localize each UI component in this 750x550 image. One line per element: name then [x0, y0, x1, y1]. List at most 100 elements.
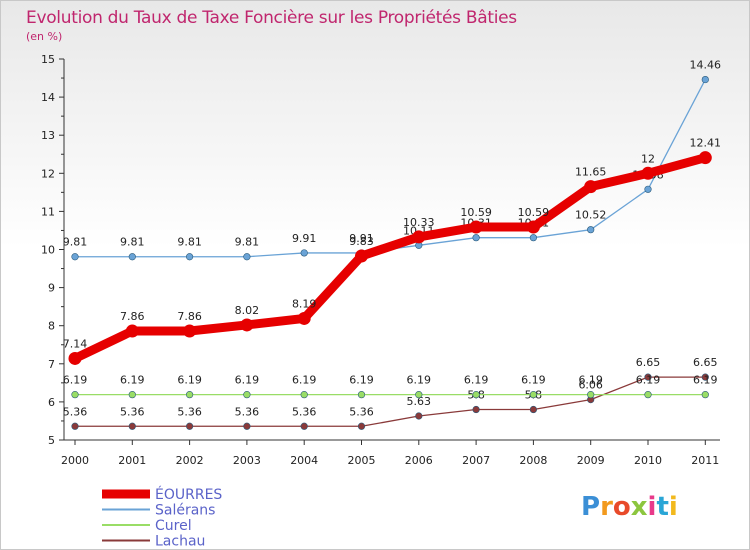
y-tick-label: 13	[41, 129, 55, 142]
data-label: 9.91	[292, 232, 317, 245]
data-point	[300, 422, 308, 430]
data-point	[469, 220, 483, 234]
chart-title: Evolution du Taux de Taxe Foncière sur l…	[26, 8, 517, 28]
y-tick-label: 14	[41, 91, 55, 104]
data-label: 6.19	[407, 374, 432, 387]
data-label: 8.02	[235, 304, 260, 317]
series-line	[70, 153, 710, 363]
data-label: 5.36	[177, 405, 202, 418]
series-line	[74, 78, 706, 258]
data-point	[186, 422, 194, 430]
x-tick-label: 2000	[61, 454, 89, 467]
data-label: 14.46	[690, 59, 722, 72]
data-point	[357, 391, 366, 399]
data-point	[186, 253, 194, 261]
data-label: 5.36	[120, 405, 145, 418]
data-label: 6.19	[177, 374, 202, 387]
legend-item: Curel	[102, 518, 192, 534]
data-label: 9.83	[349, 235, 374, 248]
data-point	[529, 391, 538, 399]
data-point	[641, 166, 655, 180]
data-label: 9.81	[235, 236, 260, 249]
y-tick-label: 5	[48, 434, 55, 447]
data-point	[355, 249, 368, 263]
data-point	[125, 324, 139, 338]
data-point	[529, 405, 538, 414]
data-point	[698, 151, 712, 165]
data-label: 7.86	[177, 310, 202, 323]
data-point	[300, 249, 308, 257]
series-layer: 5.365.365.365.365.365.365.635.85.86.066.…	[63, 59, 721, 430]
x-tick-label: 2001	[118, 454, 146, 467]
data-point	[71, 391, 79, 399]
data-label: 12	[641, 152, 655, 165]
data-label: 12.41	[690, 137, 722, 150]
data-label: 5.36	[235, 405, 260, 418]
data-label: 9.81	[120, 236, 145, 249]
data-point	[472, 405, 480, 414]
x-tick-label: 2005	[348, 454, 376, 467]
axes: 5 6 7 8 9 10 11 12 13 14 15 2000 2001 2002 2003 2004 200…	[41, 53, 720, 467]
data-label: 7.14	[63, 337, 88, 350]
data-point	[584, 180, 598, 194]
data-point	[412, 230, 426, 244]
data-label: 10.52	[575, 209, 607, 222]
data-label: 9.91	[349, 232, 374, 245]
data-point	[644, 185, 652, 193]
data-point	[186, 391, 194, 399]
y-tick-label: 9	[48, 282, 55, 295]
legend-item: Lachau	[102, 534, 205, 550]
data-label: 6.19	[235, 374, 260, 387]
data-label: 6.19	[63, 374, 88, 387]
data-label: 6.65	[636, 356, 661, 369]
logo-text: Proxiti	[581, 492, 678, 522]
data-point	[587, 391, 595, 399]
x-tick-label: 2011	[691, 454, 719, 467]
data-label: 6.19	[636, 374, 661, 387]
data-point	[701, 75, 709, 84]
data-point	[128, 422, 136, 430]
data-label: 9.81	[63, 236, 88, 249]
data-label: 11.65	[575, 166, 607, 179]
x-tick-label: 2008	[519, 454, 547, 467]
series-curel: 6.19 6.19 6.19 6.19 6.19 6.19 6.19 6.19 6.19 6.19…	[63, 374, 718, 399]
x-tick-label: 2007	[462, 454, 490, 467]
data-point	[472, 391, 480, 399]
data-label: 7.86	[120, 310, 145, 323]
data-label: 5.36	[63, 405, 88, 418]
y-tick-label: 12	[41, 167, 55, 180]
data-label: 5.63	[407, 395, 432, 408]
data-point	[240, 318, 254, 332]
data-point	[415, 412, 423, 420]
data-label: 6.19	[693, 374, 718, 387]
data-point	[357, 422, 366, 430]
data-point	[243, 422, 251, 430]
chart-subtitle: (en %)	[26, 30, 62, 43]
data-point	[472, 234, 480, 242]
data-label: 6.19	[292, 374, 317, 387]
data-point	[68, 351, 82, 365]
y-tick-label: 15	[41, 53, 55, 66]
data-point	[300, 391, 308, 399]
data-label: 8.19	[292, 297, 317, 310]
data-point	[243, 391, 251, 399]
legend-item: Salérans	[102, 503, 215, 519]
data-label: 10.59	[460, 206, 492, 219]
x-tick-label: 2004	[290, 454, 318, 467]
data-point	[297, 311, 311, 325]
data-label: 10.33	[403, 216, 435, 229]
y-tick-label: 7	[48, 358, 55, 371]
legend-label: Curel	[155, 518, 192, 534]
x-tick-label: 2009	[577, 454, 605, 467]
data-label: 5.36	[292, 405, 317, 418]
data-point	[71, 253, 79, 261]
data-label: 9.81	[177, 236, 202, 249]
x-tick-label: 2002	[176, 454, 204, 467]
data-label: 6.06	[578, 379, 603, 392]
data-label: 5.36	[349, 405, 374, 418]
data-point	[128, 391, 136, 399]
data-point	[644, 373, 652, 381]
data-point	[701, 373, 709, 381]
